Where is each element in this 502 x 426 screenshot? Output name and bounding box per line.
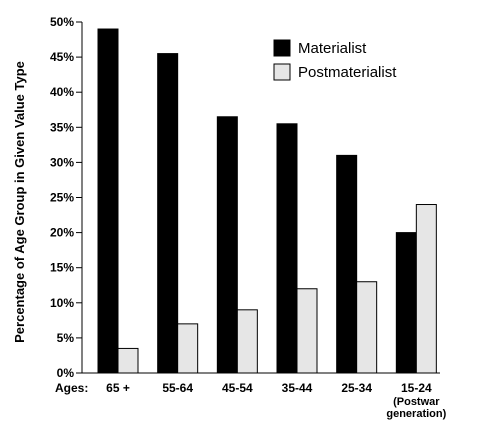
bar-postmaterialist-3: [296, 288, 318, 374]
x-category-label: 35-44: [282, 381, 313, 395]
bar-postmaterialist-4: [356, 281, 378, 374]
y-tick-label: 10%: [50, 296, 74, 310]
y-tick-label: 15%: [50, 261, 74, 275]
bar-postmaterialist-1: [177, 323, 199, 374]
bar-postmaterialist-2: [236, 309, 258, 374]
x-category-sublabel: (Postwar: [393, 396, 440, 408]
bar-materialist-5: [395, 232, 417, 374]
x-category-label: 65 +: [106, 381, 130, 395]
y-tick-label: 35%: [50, 120, 74, 134]
x-category-label: 15-24: [401, 381, 432, 395]
y-tick-label: 5%: [57, 331, 75, 345]
legend-swatch-postmaterialist: [273, 63, 291, 81]
legend: Materialist Postmaterialist: [273, 39, 397, 81]
y-axis-label: Percentage of Age Group in Given Value T…: [12, 61, 27, 343]
legend-swatch-materialist: [273, 39, 291, 57]
y-tick-label: 0%: [57, 366, 75, 380]
bar-materialist-3: [276, 123, 298, 374]
bar-postmaterialist-0: [117, 347, 139, 374]
legend-label-materialist: Materialist: [298, 40, 367, 57]
bar-postmaterialist-5: [415, 204, 437, 374]
y-tick-label: 25%: [50, 191, 74, 205]
x-category-label: 45-54: [222, 381, 253, 395]
x-category-label: 25-34: [341, 381, 372, 395]
x-category-sublabel: generation): [386, 408, 446, 420]
legend-label-postmaterialist: Postmaterialist: [298, 64, 397, 81]
y-tick-label: 45%: [50, 50, 74, 64]
x-category-label: 55-64: [162, 381, 193, 395]
y-tick-label: 40%: [50, 85, 74, 99]
bar-materialist-2: [216, 116, 238, 374]
bar-materialist-0: [97, 28, 119, 374]
x-axis-prefix: Ages:: [55, 381, 88, 395]
y-tick-label: 20%: [50, 226, 74, 240]
bars: [97, 28, 437, 374]
y-tick-label: 50%: [50, 15, 74, 29]
bar-materialist-4: [336, 154, 358, 374]
y-tick-label: 30%: [50, 155, 74, 169]
bar-materialist-1: [157, 53, 179, 374]
axes: 0% 5% 10% 15% 20% 25% 30% 35% 40% 45% 50% 65 + 55-64…: [50, 15, 447, 420]
